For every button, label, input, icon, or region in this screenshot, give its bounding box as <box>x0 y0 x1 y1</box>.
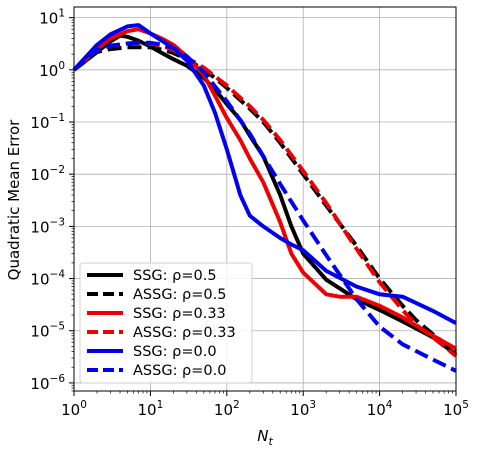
x-tick-label: 101 <box>138 399 164 419</box>
legend-label: SSG: ρ=0.33 <box>133 306 226 322</box>
y-tick-label: 10−5 <box>30 321 65 341</box>
y-axis-label: Quadratic Mean Error <box>5 119 23 280</box>
x-tick-label: 102 <box>214 399 240 419</box>
series-line-1 <box>72 45 458 354</box>
legend-label: ASSG: ρ=0.33 <box>133 325 236 341</box>
series-group <box>72 23 458 373</box>
x-tick-label: 103 <box>290 399 316 419</box>
x-axis-label: Nt <box>257 427 273 448</box>
x-tick-label: 100 <box>61 399 87 419</box>
plot-frame <box>73 6 457 392</box>
series-line-2 <box>72 27 457 351</box>
y-tick-label: 101 <box>39 8 65 28</box>
y-axis-ticks: 10−6 10−5 10−4 10−3 10−2 10−1 100 101 <box>30 8 74 393</box>
legend-label: SSG: ρ=0.5 <box>133 268 217 284</box>
x-tick-label: 104 <box>367 399 393 419</box>
legend-label: SSG: ρ=0.0 <box>133 344 217 360</box>
y-tick-label: 100 <box>39 60 65 80</box>
y-tick-label: 10−2 <box>30 164 65 184</box>
legend-label: ASSG: ρ=0.0 <box>133 363 226 379</box>
legend: SSG: ρ=0.5 ASSG: ρ=0.5 SSG: ρ=0.33 ASSG: ρ=… <box>79 262 253 384</box>
y-tick-label: 10−3 <box>30 216 65 236</box>
x-axis-ticks: 100 101 102 103 104 105 <box>61 391 469 419</box>
y-tick-label: 10−6 <box>30 373 65 393</box>
y-tick-label: 10−4 <box>30 269 65 289</box>
series-line-5 <box>72 40 457 373</box>
series-line-4 <box>72 23 457 325</box>
x-tick-label: 105 <box>443 399 469 419</box>
legend-label: ASSG: ρ=0.5 <box>133 287 226 303</box>
y-tick-label: 10−1 <box>30 112 65 132</box>
